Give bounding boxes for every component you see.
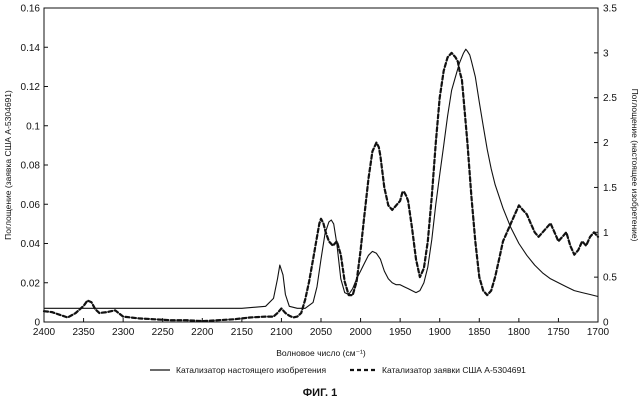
y-left-tick-label: 0.04 — [21, 239, 41, 250]
y-axis-left-title: Поглощение (заявка США А-5304691) — [3, 90, 13, 240]
y-left-tick-label: 0.14 — [21, 43, 41, 54]
x-tick-label: 1750 — [547, 327, 570, 338]
x-tick-label: 2300 — [112, 327, 135, 338]
x-tick-label: 2050 — [310, 327, 333, 338]
y-right-tick-label: 1 — [603, 228, 609, 239]
y-right-tick-label: 1.5 — [603, 183, 617, 194]
x-axis-title: Волновое число (см⁻¹) — [276, 348, 366, 358]
y-right-tick-label: 2 — [603, 138, 609, 149]
x-tick-label: 2400 — [33, 327, 56, 338]
series-layer — [44, 49, 598, 321]
y-left-tick-label: 0 — [34, 318, 40, 329]
x-tick-label: 1950 — [389, 327, 412, 338]
x-axis: 2400 2350 2300 2250 2200 2150 2100 2050 2000 1950… — [33, 318, 610, 338]
plot-area-border — [44, 8, 598, 322]
y-left-tick-label: 0.06 — [21, 200, 41, 211]
y-right-tick-label: 0 — [603, 318, 609, 329]
plot-frame — [44, 8, 598, 322]
y-right-tick-label: 2.5 — [603, 93, 617, 104]
series-line-us-application — [44, 53, 598, 321]
y-axis-right-title: Поглощение (настоящее изобретение) — [630, 89, 640, 242]
legend-label-us-application: Катализатор заявки США А-5304691 — [382, 365, 526, 375]
x-tick-label: 2000 — [349, 327, 372, 338]
x-tick-label: 1900 — [429, 327, 452, 338]
y-left-tick-label: 0.12 — [21, 82, 41, 93]
x-tick-label: 2100 — [270, 327, 293, 338]
y-left-tick-label: 0.08 — [21, 161, 41, 172]
y-right-tick-label: 0.5 — [603, 273, 617, 284]
x-tick-label: 1800 — [508, 327, 531, 338]
x-tick-label: 1850 — [468, 327, 491, 338]
legend-label-invention: Катализатор настоящего изобретения — [176, 365, 326, 375]
legend: Катализатор настоящего изобретения Катал… — [150, 365, 526, 375]
y-left-tick-label: 0.16 — [21, 4, 41, 15]
y-right-tick-label: 3.5 — [603, 4, 617, 15]
x-tick-label: 2200 — [191, 327, 214, 338]
x-tick-label: 2350 — [72, 327, 95, 338]
series-line-invention — [44, 49, 598, 308]
x-tick-label: 2150 — [231, 327, 254, 338]
y-left-tick-label: 0.02 — [21, 278, 41, 289]
x-tick-label: 2250 — [152, 327, 175, 338]
y-left-tick-label: 0.1 — [26, 121, 40, 132]
figure-caption: ФИГ. 1 — [303, 387, 337, 399]
y-right-tick-label: 3 — [603, 48, 609, 59]
x-tick-label: 1700 — [587, 327, 610, 338]
